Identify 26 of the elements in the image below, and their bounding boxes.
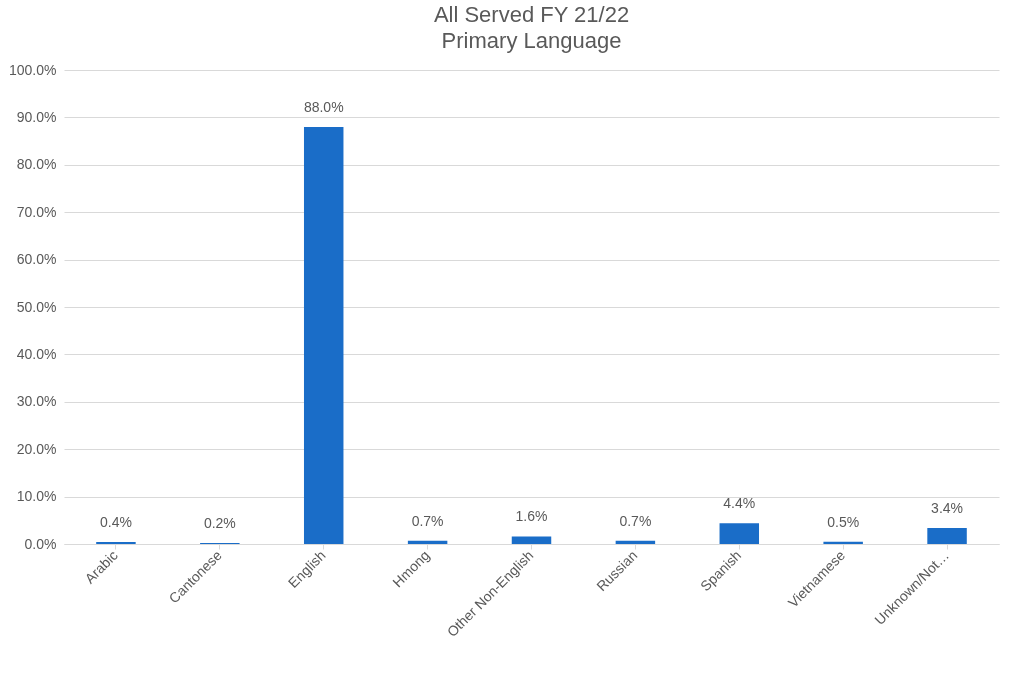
y-tick-label: 10.0%: [16, 488, 57, 505]
y-tick-label: 30.0%: [16, 393, 57, 410]
chart-title: All Served FY 21/22: [433, 2, 630, 27]
bar: [719, 523, 760, 544]
data-label: 1.6%: [515, 508, 548, 525]
y-tick-label: 100.0%: [9, 61, 57, 78]
data-label: 0.2%: [203, 515, 236, 532]
y-tick-label: 90.0%: [16, 108, 57, 125]
data-label: 3.4%: [931, 499, 964, 516]
y-tick-label: 60.0%: [16, 251, 57, 268]
y-tick-label: 80.0%: [16, 156, 57, 173]
bar: [303, 126, 344, 544]
bar: [927, 527, 967, 544]
data-label: 4.4%: [723, 495, 756, 512]
data-label: 0.5%: [827, 513, 860, 530]
y-tick-label: 20.0%: [16, 440, 57, 457]
data-label: 88.0%: [303, 98, 344, 115]
data-label: 0.7%: [619, 512, 652, 529]
chart-subtitle: Primary Language: [441, 28, 622, 53]
y-tick-label: 0.0%: [24, 535, 57, 552]
data-label: 0.4%: [99, 514, 132, 531]
y-tick-label: 40.0%: [16, 345, 57, 362]
data-label: 0.7%: [411, 512, 444, 529]
y-tick-label: 50.0%: [16, 298, 57, 315]
y-tick-label: 70.0%: [16, 203, 57, 220]
bar: [511, 536, 552, 544]
